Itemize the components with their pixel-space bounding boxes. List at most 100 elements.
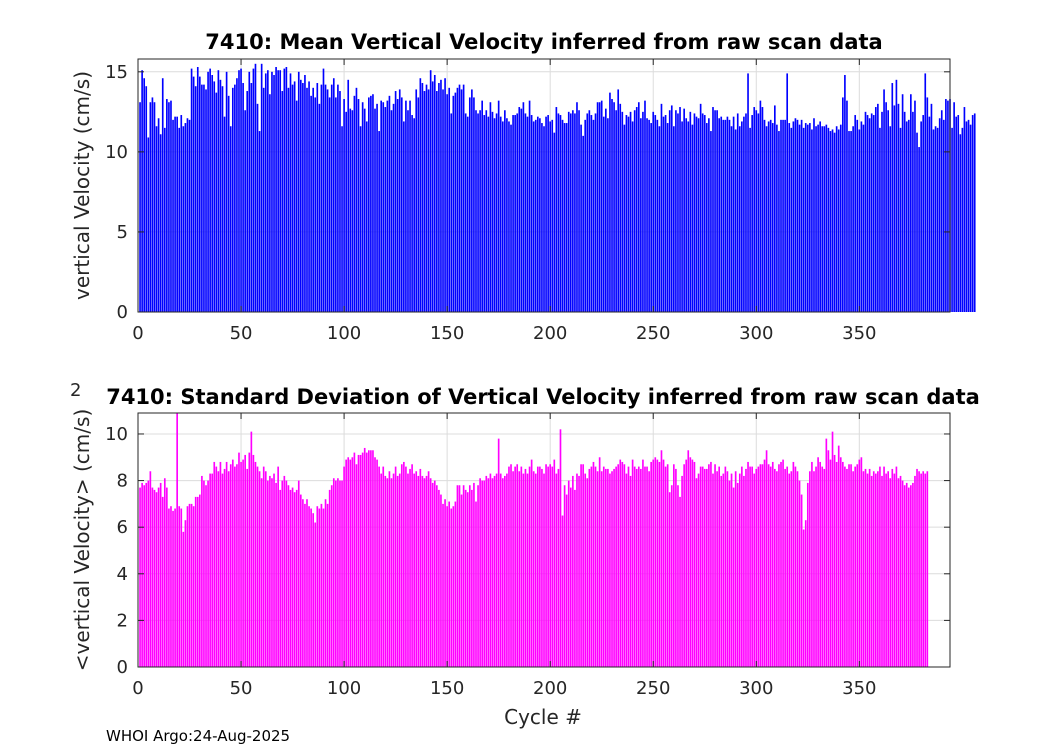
mean-velocity-bar: [761, 107, 764, 312]
std-velocity-bar: [633, 466, 636, 667]
mean-velocity-bar: [842, 97, 844, 313]
std-velocity-bar: [679, 496, 681, 667]
mean-velocity-bar: [139, 102, 141, 312]
mean-velocity-bar: [780, 119, 782, 312]
mean-velocity-bar: [569, 113, 572, 312]
std-velocity-bar: [234, 466, 236, 667]
std-velocity-bar: [839, 457, 842, 667]
mean-velocity-bar: [798, 124, 801, 313]
std-velocity-bar: [914, 475, 916, 667]
mean-velocity-bar: [759, 100, 762, 312]
std-velocity-bar: [586, 478, 589, 667]
mean-velocity-bar: [877, 103, 879, 312]
std-velocity-bar: [341, 480, 343, 667]
mean-velocity-bar: [817, 124, 819, 313]
mean-velocity-bar: [481, 100, 483, 312]
mean-velocity-bar: [522, 102, 525, 312]
mean-velocity-bar: [477, 113, 479, 312]
std-velocity-bar: [370, 450, 372, 667]
std-velocity-bar: [438, 489, 440, 667]
std-velocity-bar: [786, 466, 789, 667]
mean-velocity-bar: [646, 118, 648, 312]
mean-velocity-bar: [310, 95, 312, 312]
mean-velocity-bar: [384, 107, 387, 312]
mean-velocity-bar: [600, 100, 603, 312]
mean-velocity-bar: [415, 89, 418, 312]
mean-velocity-bar: [468, 97, 471, 313]
std-velocity-bar: [180, 508, 183, 667]
mean-velocity-bar: [809, 123, 811, 312]
mean-velocity-bar: [675, 110, 677, 313]
std-velocity-bar: [248, 452, 251, 667]
mean-velocity-bar: [536, 116, 539, 313]
std-velocity-bar: [588, 468, 591, 667]
mean-velocity-bar: [588, 110, 591, 313]
mean-velocity-bar: [417, 97, 420, 313]
mean-velocity-bar: [695, 116, 698, 313]
mean-velocity-bar: [289, 73, 292, 312]
std-velocity-bar: [318, 508, 321, 667]
mean-velocity-bar: [528, 100, 531, 312]
mean-velocity-bar: [648, 119, 650, 312]
mean-velocity-x-tick-label: 50: [230, 323, 253, 344]
mean-velocity-bar: [495, 113, 498, 312]
mean-velocity-bar: [897, 103, 900, 312]
std-velocity-bar: [701, 466, 704, 667]
mean-velocity-bar: [804, 123, 807, 312]
mean-velocity-bar: [932, 129, 935, 312]
std-velocity-bar: [809, 471, 811, 667]
mean-velocity-bar: [141, 70, 143, 313]
mean-velocity-bar: [615, 110, 617, 313]
mean-velocity-bar: [252, 68, 255, 312]
mean-velocity-bar: [936, 127, 939, 312]
std-velocity-bar: [353, 452, 356, 667]
std-velocity-bar: [277, 466, 279, 667]
std-velocity-bar: [534, 473, 537, 667]
std-velocity-bar: [242, 459, 244, 667]
std-velocity-bars: [139, 413, 929, 667]
std-velocity-bar: [481, 480, 483, 667]
mean-velocity-bar: [180, 115, 183, 312]
std-velocity-bar: [780, 461, 782, 667]
mean-velocity-bar: [864, 111, 867, 312]
std-velocity-bar: [625, 473, 628, 667]
std-velocity-bar: [551, 466, 554, 667]
std-velocity-bar: [545, 464, 547, 667]
std-velocity-bar: [308, 506, 310, 667]
mean-velocity-bar: [370, 95, 372, 312]
std-velocity-bar: [194, 496, 197, 667]
mean-velocity-bar: [425, 84, 428, 313]
mean-velocity-bar: [227, 95, 230, 312]
std-velocity-bar: [299, 494, 302, 667]
std-velocity-bar: [425, 475, 428, 667]
mean-velocity-bar: [899, 127, 902, 312]
mean-velocity-bar: [701, 113, 704, 312]
std-velocity-bar: [530, 459, 533, 667]
std-velocity-bar: [656, 459, 659, 667]
mean-velocity-bar: [693, 113, 696, 312]
mean-velocity-bar: [291, 84, 294, 313]
mean-velocity-bar: [159, 134, 162, 312]
mean-velocity-bar: [565, 123, 568, 312]
std-velocity-bar: [745, 468, 747, 667]
std-velocity-bar: [382, 466, 385, 667]
mean-velocity-bar: [182, 126, 185, 312]
mean-velocity-bar: [316, 83, 319, 313]
mean-velocity-bar: [256, 103, 259, 312]
mean-velocity-bar: [390, 110, 393, 313]
std-velocity-bar: [442, 503, 444, 667]
mean-velocity-bar: [539, 118, 541, 312]
mean-velocity-bar: [829, 131, 832, 312]
std-velocity-bar: [635, 468, 638, 667]
std-velocity-bar: [493, 475, 496, 667]
mean-velocity-bar: [497, 100, 500, 312]
mean-velocity-bar: [619, 103, 622, 312]
std-velocity-bar: [755, 468, 758, 667]
std-velocity-bar: [708, 464, 710, 667]
std-velocity-bar: [462, 485, 465, 667]
std-velocity-bar: [637, 466, 640, 667]
mean-velocity-bar: [479, 110, 481, 313]
mean-velocity-bar: [856, 119, 859, 312]
mean-velocity-bar: [322, 68, 325, 312]
mean-velocity-bar: [596, 102, 599, 312]
